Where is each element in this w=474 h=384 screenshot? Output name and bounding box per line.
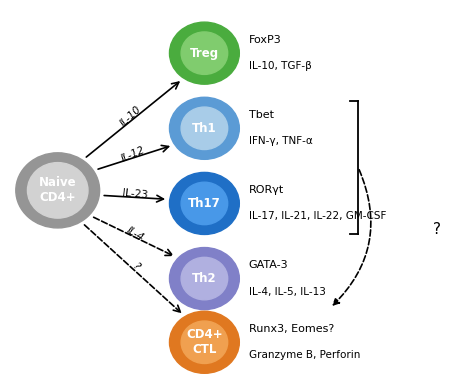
Text: IL-23: IL-23 [122,188,148,200]
Text: FoxP3: FoxP3 [249,35,282,45]
Ellipse shape [16,153,100,228]
Text: ?: ? [433,222,441,237]
Text: ?: ? [130,262,141,272]
Ellipse shape [181,107,228,149]
Text: IL-17, IL-21, IL-22, GM-CSF: IL-17, IL-21, IL-22, GM-CSF [249,212,386,222]
Text: Runx3, Eomes?: Runx3, Eomes? [249,324,334,334]
Ellipse shape [181,32,228,74]
Ellipse shape [170,311,239,373]
Text: IFN-γ, TNF-α: IFN-γ, TNF-α [249,136,312,146]
Ellipse shape [181,257,228,300]
Ellipse shape [27,162,88,218]
Text: IL-12: IL-12 [119,145,146,164]
Text: GATA-3: GATA-3 [249,260,288,270]
Ellipse shape [170,172,239,235]
Text: RORγt: RORγt [249,185,284,195]
Text: IL-4: IL-4 [125,225,146,243]
Text: IL-10, TGF-β: IL-10, TGF-β [249,61,311,71]
Ellipse shape [181,321,228,364]
Text: Granzyme B, Perforin: Granzyme B, Perforin [249,350,360,360]
Text: IL-10: IL-10 [118,104,144,129]
Text: Tbet: Tbet [249,110,273,120]
Text: CD4+
CTL: CD4+ CTL [186,328,223,356]
FancyArrowPatch shape [333,170,371,305]
Ellipse shape [170,248,239,310]
Text: IL-4, IL-5, IL-13: IL-4, IL-5, IL-13 [249,286,326,296]
Text: Th17: Th17 [188,197,221,210]
Text: Treg: Treg [190,47,219,60]
Ellipse shape [170,97,239,159]
Text: Naive
CD4+: Naive CD4+ [39,176,76,204]
Ellipse shape [170,22,239,84]
Text: Th1: Th1 [192,122,217,135]
Ellipse shape [181,182,228,225]
Text: Th2: Th2 [192,272,217,285]
